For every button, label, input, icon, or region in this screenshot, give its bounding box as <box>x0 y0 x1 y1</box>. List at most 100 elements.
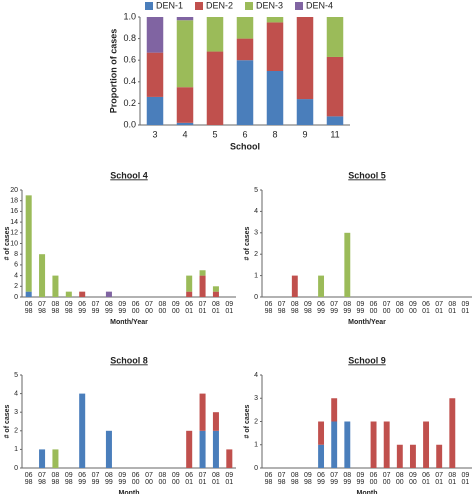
y-tick-label: 0 <box>254 294 258 301</box>
y-axis-label: # of cases <box>4 404 11 438</box>
bar-segment <box>212 291 219 297</box>
x-tick-label: 01 <box>212 479 220 486</box>
x-tick-label: 07 <box>92 472 100 479</box>
x-axis-label: Month/Year <box>348 319 386 326</box>
bar-segment <box>206 17 224 52</box>
x-tick-label: 08 <box>396 472 404 479</box>
x-tick-label: 98 <box>52 308 60 315</box>
x-tick-label: 06 <box>422 301 430 308</box>
y-tick-label: 0 <box>254 465 258 472</box>
x-tick-label: 99 <box>118 479 126 486</box>
x-tick-label: 00 <box>132 308 140 315</box>
x-tick-label: 00 <box>370 308 378 315</box>
bar-segment <box>199 270 206 276</box>
x-tick-label: 09 <box>172 472 180 479</box>
chart-title: School 8 <box>110 355 148 365</box>
x-tick-label: 09 <box>65 301 73 308</box>
x-tick-label: 99 <box>118 308 126 315</box>
x-tick-label: 00 <box>145 479 153 486</box>
x-tick-label: 09 <box>357 301 365 308</box>
bar-segment <box>212 286 219 292</box>
y-tick-label: 5 <box>14 372 18 379</box>
bar-segment <box>344 421 351 468</box>
bar-segment <box>199 275 206 297</box>
x-tick-label: 99 <box>343 479 351 486</box>
bar-segment <box>318 444 325 468</box>
bar-segment <box>449 398 456 468</box>
x-tick-label: 00 <box>172 479 180 486</box>
x-tick-label: 08 <box>212 301 220 308</box>
x-tick-label: 99 <box>330 479 338 486</box>
bar-segment <box>436 444 443 468</box>
x-tick-label: 08 <box>105 472 113 479</box>
x-tick-label: 00 <box>159 308 167 315</box>
y-tick-label: 18 <box>10 198 18 205</box>
bar-segment <box>176 122 194 125</box>
x-tick-label: 06 <box>25 301 33 308</box>
legend-label: DEN-1 <box>156 0 183 10</box>
bar-segment <box>105 291 112 297</box>
bar-segment <box>146 17 164 53</box>
x-tick-label: 98 <box>52 479 60 486</box>
bar-segment <box>65 291 72 297</box>
x-tick-label: 01 <box>212 308 220 315</box>
x-tick-label: 98 <box>278 308 286 315</box>
x-tick-label: 08 <box>291 301 299 308</box>
x-tick-label: 06 <box>132 301 140 308</box>
x-tick-label: 09 <box>118 472 126 479</box>
bar-segment <box>79 291 86 297</box>
x-tick-label: 08 <box>105 301 113 308</box>
y-tick-label: 12 <box>10 230 18 237</box>
bar-segment <box>326 17 344 57</box>
bar-segment <box>266 22 284 71</box>
y-axis-label: Proportion of cases <box>108 29 118 114</box>
bar-segment <box>212 412 219 431</box>
y-tick-label: 0.6 <box>123 55 136 65</box>
x-tick-label: 98 <box>265 308 273 315</box>
x-tick-label: 00 <box>409 308 417 315</box>
x-tick-label: 07 <box>330 472 338 479</box>
bar-segment <box>370 421 377 468</box>
legend-label: DEN-2 <box>206 0 233 10</box>
x-tick-label: 00 <box>172 308 180 315</box>
x-tick-label: 01 <box>225 308 233 315</box>
y-tick-label: 14 <box>10 219 18 226</box>
bar-segment <box>176 87 194 123</box>
bar-segment <box>199 430 206 468</box>
chart-title: School 9 <box>348 355 386 365</box>
bar-segment <box>25 291 32 297</box>
x-tick-label: 99 <box>317 308 325 315</box>
bar-segment <box>236 17 254 39</box>
bar-segment <box>423 421 430 468</box>
y-tick-label: 6 <box>14 262 18 269</box>
x-tick-label: 08 <box>52 301 60 308</box>
x-tick-label: 01 <box>185 308 193 315</box>
x-tick-label: 01 <box>199 479 207 486</box>
bar-segment <box>186 291 193 297</box>
x-tick-label: 00 <box>409 479 417 486</box>
x-tick-label: 06 <box>185 301 193 308</box>
x-tick-label: 06 <box>317 301 325 308</box>
x-tick-label: 08 <box>343 301 351 308</box>
y-tick-label: 8 <box>14 251 18 258</box>
bar-segment <box>344 232 351 297</box>
y-axis-label: # of cases <box>244 226 251 260</box>
bar-segment <box>186 275 193 292</box>
x-tick-label: 09 <box>172 301 180 308</box>
x-tick-label: 07 <box>278 472 286 479</box>
y-tick-label: 5 <box>254 187 258 194</box>
x-tick-label: 01 <box>435 479 443 486</box>
x-tick-label: 09 <box>409 301 417 308</box>
bar-segment <box>226 449 233 468</box>
x-tick-label: 99 <box>357 308 365 315</box>
bar-segment <box>326 56 344 117</box>
bar-segment <box>318 275 325 297</box>
bar-segment <box>186 430 193 468</box>
x-tick-label: 99 <box>92 479 100 486</box>
bar-segment <box>409 444 416 468</box>
x-tick-label: 98 <box>278 479 286 486</box>
x-tick-label: 01 <box>448 479 456 486</box>
y-tick-label: 2 <box>254 418 258 425</box>
x-tick-label: 00 <box>383 479 391 486</box>
bar-segment <box>146 52 164 97</box>
